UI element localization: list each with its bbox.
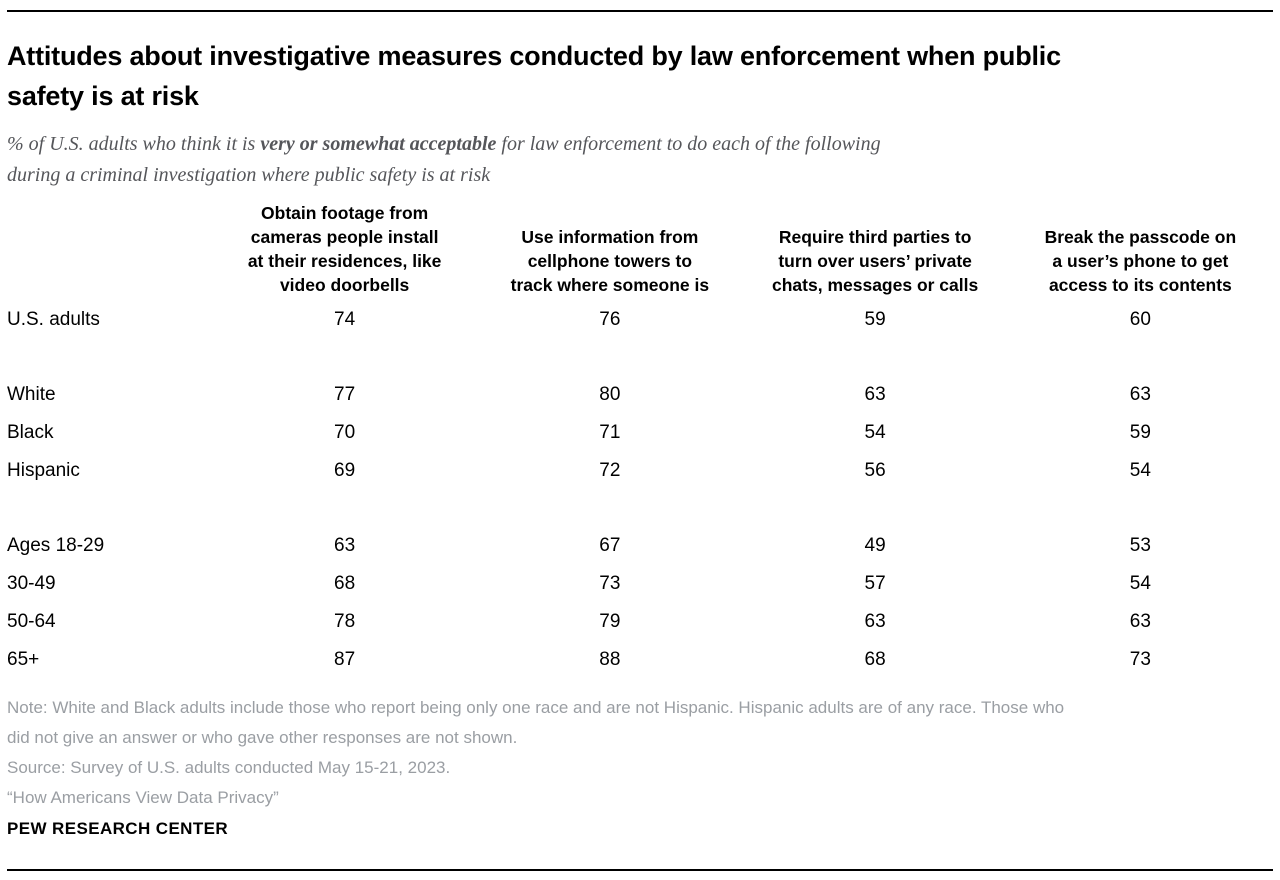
cell-value: 78 xyxy=(334,611,356,632)
note-line: Note: White and Black adults include tho… xyxy=(7,698,1065,717)
header-line: turn over users’ private xyxy=(778,251,972,271)
cell-value: 59 xyxy=(864,309,886,330)
header-line: Break the passcode on xyxy=(1044,227,1237,247)
cell-value: 57 xyxy=(864,573,886,594)
cell-value: 63 xyxy=(864,384,886,405)
subtitle-line: during a criminal investigation where pu… xyxy=(7,164,491,186)
cell-value: 53 xyxy=(1129,535,1151,556)
header-line: cellphone towers to xyxy=(527,251,693,271)
cell-value: 63 xyxy=(334,535,356,556)
cell-value: 59 xyxy=(1129,422,1151,443)
subtitle-bold: very or somewhat acceptable xyxy=(260,133,497,155)
table-row: Hispanic 69 72 56 54 xyxy=(7,452,1273,490)
cell-value: 54 xyxy=(1129,573,1151,594)
cell-value: 71 xyxy=(599,422,621,443)
top-divider xyxy=(7,10,1273,12)
cell-value: 79 xyxy=(599,611,621,632)
row-label: White xyxy=(7,384,56,405)
chart-subtitle: % of U.S. adults who think it is very or… xyxy=(7,129,1273,191)
cell-value: 54 xyxy=(1129,460,1151,481)
header-line: chats, messages or calls xyxy=(772,275,979,295)
cell-value: 67 xyxy=(599,535,621,556)
row-label: U.S. adults xyxy=(7,309,100,330)
bottom-divider xyxy=(7,869,1273,871)
cell-value: 49 xyxy=(864,535,886,556)
column-header-break-passcode: Break the passcode on a user’s phone to … xyxy=(1008,225,1273,297)
table-row: Black 70 71 54 59 xyxy=(7,414,1273,452)
title-line: safety is at risk xyxy=(7,81,199,111)
cell-value: 72 xyxy=(599,460,621,481)
column-header-doorbell-footage: Obtain footage from cameras people insta… xyxy=(212,201,477,297)
subtitle-line: % of U.S. adults who think it is very or… xyxy=(7,129,1273,160)
table-row: U.S. adults 74 76 59 60 xyxy=(7,301,1273,339)
table-row: 30-49 68 73 57 54 xyxy=(7,565,1273,603)
row-label: 30-49 xyxy=(7,573,56,594)
cell-value: 68 xyxy=(864,649,886,670)
row-label: 50-64 xyxy=(7,611,56,632)
subtitle-rest: for law enforcement to do each of the fo… xyxy=(496,133,881,155)
header-line: cameras people install xyxy=(250,227,439,247)
cell-value: 63 xyxy=(1129,611,1151,632)
cell-value: 69 xyxy=(334,460,356,481)
cell-value: 63 xyxy=(1129,384,1151,405)
cell-value: 70 xyxy=(334,422,356,443)
header-line: a user’s phone to get xyxy=(1052,251,1229,271)
header-line: Use information from xyxy=(521,227,699,247)
header-line: at their residences, like xyxy=(247,251,442,271)
table-row: Ages 18-29 63 67 49 53 xyxy=(7,527,1273,565)
column-header-cellphone-towers: Use information from cellphone towers to… xyxy=(477,225,742,297)
row-label: Black xyxy=(7,422,54,443)
cell-value: 56 xyxy=(864,460,886,481)
source-text: Source: Survey of U.S. adults conducted … xyxy=(7,758,451,777)
footnotes: Note: White and Black adults include tho… xyxy=(7,693,1273,813)
cell-value: 60 xyxy=(1129,309,1151,330)
header-line: Obtain footage from xyxy=(261,203,429,223)
cell-value: 76 xyxy=(599,309,621,330)
cell-value: 77 xyxy=(334,384,356,405)
cell-value: 80 xyxy=(599,384,621,405)
row-label: Hispanic xyxy=(7,460,80,481)
cell-value: 63 xyxy=(864,611,886,632)
report-title: “How Americans View Data Privacy” xyxy=(7,788,279,807)
cell-value: 73 xyxy=(599,573,621,594)
table-row: 65+ 87 88 68 73 xyxy=(7,641,1273,679)
header-line: video doorbells xyxy=(279,275,410,295)
header-line: Require third parties to xyxy=(778,227,972,247)
table-header-row: Obtain footage from cameras people insta… xyxy=(7,201,1273,297)
note-text: Note: White and Black adults include tho… xyxy=(7,693,1273,753)
page-title: Attitudes about investigative measures c… xyxy=(7,36,1273,116)
subtitle-prefix: % of U.S. adults who think it is xyxy=(7,133,261,155)
header-line: access to its contents xyxy=(1048,275,1232,295)
note-line: did not give an answer or who gave other… xyxy=(7,728,518,747)
cell-value: 73 xyxy=(1129,649,1151,670)
cell-value: 68 xyxy=(334,573,356,594)
table-row: White 77 80 63 63 xyxy=(7,376,1273,414)
header-line: track where someone is xyxy=(510,275,710,295)
table-row: 50-64 78 79 63 63 xyxy=(7,603,1273,641)
cell-value: 74 xyxy=(334,309,356,330)
pew-research-center-wordmark: PEW RESEARCH CENTER xyxy=(7,819,229,838)
row-label: Ages 18-29 xyxy=(7,535,105,556)
row-label: 65+ xyxy=(7,649,40,670)
cell-value: 54 xyxy=(864,422,886,443)
cell-value: 87 xyxy=(334,649,356,670)
title-line: Attitudes about investigative measures c… xyxy=(7,41,1061,71)
column-header-third-parties: Require third parties to turn over users… xyxy=(743,225,1008,297)
cell-value: 88 xyxy=(599,649,621,670)
